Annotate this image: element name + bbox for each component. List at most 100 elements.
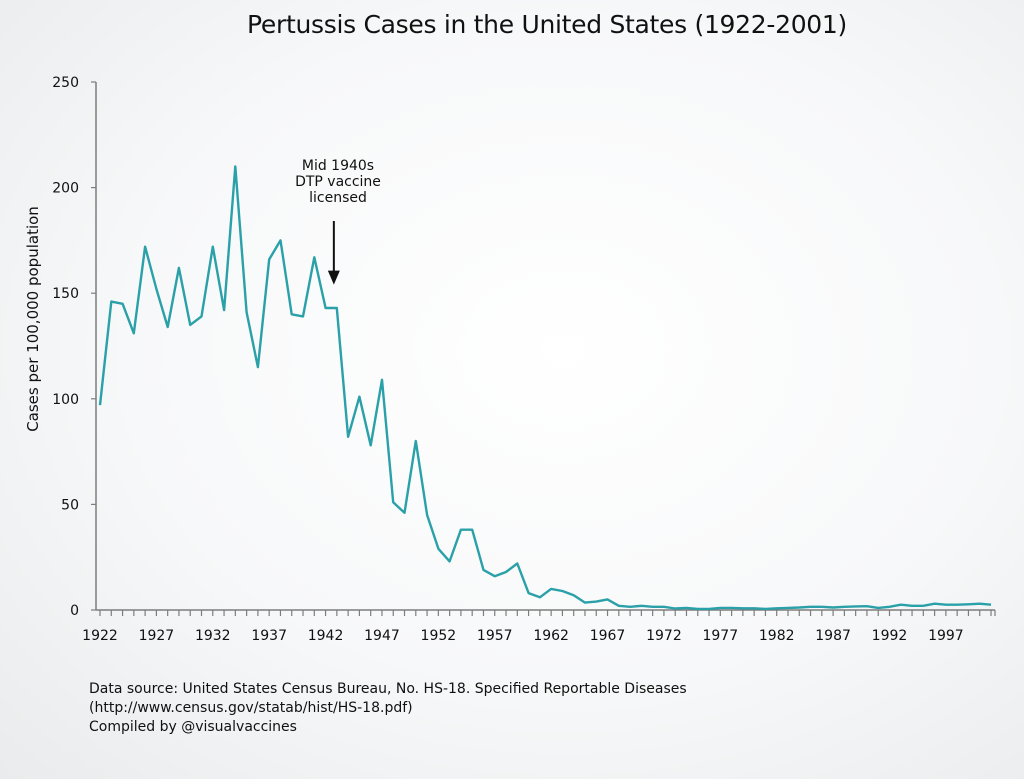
data-point (403, 512, 405, 514)
data-point (798, 606, 800, 608)
data-point (471, 529, 473, 531)
x-tick-label: 1972 (646, 628, 682, 644)
x-ticks: 1922 1927 1932 1937 1942 1947 1952 1957 1962 1967… (82, 610, 996, 644)
data-point (911, 605, 913, 607)
data-point (866, 605, 868, 607)
data-point (155, 288, 157, 290)
x-tick-label: 1997 (928, 628, 964, 644)
annotation-line: DTP vaccine (295, 174, 381, 190)
y-ticks: 0 50 100 150 200 250 (52, 75, 96, 619)
data-point (234, 165, 236, 167)
data-point (133, 332, 135, 334)
data-point (855, 605, 857, 607)
footer-source: Data source: United States Census Bureau… (89, 681, 687, 697)
data-point (877, 607, 879, 609)
data-point (629, 606, 631, 608)
data-point (144, 246, 146, 248)
x-tick-label: 1982 (759, 628, 795, 644)
data-point (313, 256, 315, 258)
data-point (494, 575, 496, 577)
footer-credit: Compiled by @visualvaccines (89, 719, 297, 735)
data-point (967, 603, 969, 605)
data-point (945, 604, 947, 606)
x-tick-label: 1942 (308, 628, 344, 644)
data-point (561, 590, 563, 592)
data-point (336, 307, 338, 309)
y-tick-label: 50 (61, 497, 79, 513)
annotation-line: Mid 1940s (301, 158, 375, 174)
data-point (437, 548, 439, 550)
chart-title: Pertussis Cases in the United States (19… (247, 10, 847, 39)
data-point (697, 608, 699, 610)
data-point (821, 606, 823, 608)
y-tick-label: 100 (52, 392, 79, 408)
x-tick-label: 1927 (139, 628, 175, 644)
x-tick-label: 1977 (702, 628, 738, 644)
data-point (200, 315, 202, 317)
data-point (245, 311, 247, 313)
x-tick-label: 1962 (533, 628, 569, 644)
y-tick-label: 0 (70, 603, 79, 619)
data-point (764, 608, 766, 610)
data-point (606, 598, 608, 600)
data-point (956, 604, 958, 606)
data-point (110, 300, 112, 302)
data-point (121, 303, 123, 305)
data-point (291, 313, 293, 315)
data-point (990, 604, 992, 606)
data-point (843, 606, 845, 608)
data-point (618, 605, 620, 607)
data-point (279, 239, 281, 241)
data-point (381, 379, 383, 381)
data-point (933, 603, 935, 605)
y-tick-label: 200 (52, 181, 79, 197)
annotation-arrow (327, 221, 340, 285)
x-tick-label: 1922 (82, 628, 118, 644)
data-point (708, 608, 710, 610)
data-point (640, 605, 642, 607)
data-point (212, 246, 214, 248)
data-point (832, 606, 834, 608)
data-point (888, 606, 890, 608)
data-point (685, 607, 687, 609)
chart-plot: 0 50 100 150 200 250 1922 1927 1932 1937 1942 1947… (52, 75, 996, 644)
data-point (505, 571, 507, 573)
data-point (167, 326, 169, 328)
x-tick-label: 1947 (364, 628, 400, 644)
data-point (392, 501, 394, 503)
data-point (651, 606, 653, 608)
data-point (324, 307, 326, 309)
data-point (573, 594, 575, 596)
data-point (223, 309, 225, 311)
data-point (979, 603, 981, 605)
data-point (550, 588, 552, 590)
data-point (674, 607, 676, 609)
x-tick-label: 1937 (251, 628, 287, 644)
data-point (787, 607, 789, 609)
data-point (584, 601, 586, 603)
annotation-line: licensed (309, 190, 367, 206)
data-point (448, 560, 450, 562)
data-point (753, 607, 755, 609)
data-source-footer: Data source: United States Census Bureau… (89, 680, 687, 737)
data-point (719, 607, 721, 609)
data-point (358, 396, 360, 398)
data-point (99, 404, 101, 406)
data-point (426, 514, 428, 516)
data-point (347, 436, 349, 438)
data-point (900, 604, 902, 606)
data-point (268, 258, 270, 260)
data-point (776, 607, 778, 609)
data-point (595, 600, 597, 602)
x-tick-label: 1992 (872, 628, 908, 644)
data-point (302, 315, 304, 317)
series-line (98, 165, 992, 611)
data-point (460, 529, 462, 531)
data-point (516, 562, 518, 564)
annotation-text: Mid 1940s DTP vaccine licensed (268, 158, 408, 206)
axes (95, 82, 995, 611)
x-tick-label: 1967 (590, 628, 626, 644)
y-tick-label: 150 (52, 286, 79, 302)
data-point (742, 607, 744, 609)
data-point (922, 605, 924, 607)
